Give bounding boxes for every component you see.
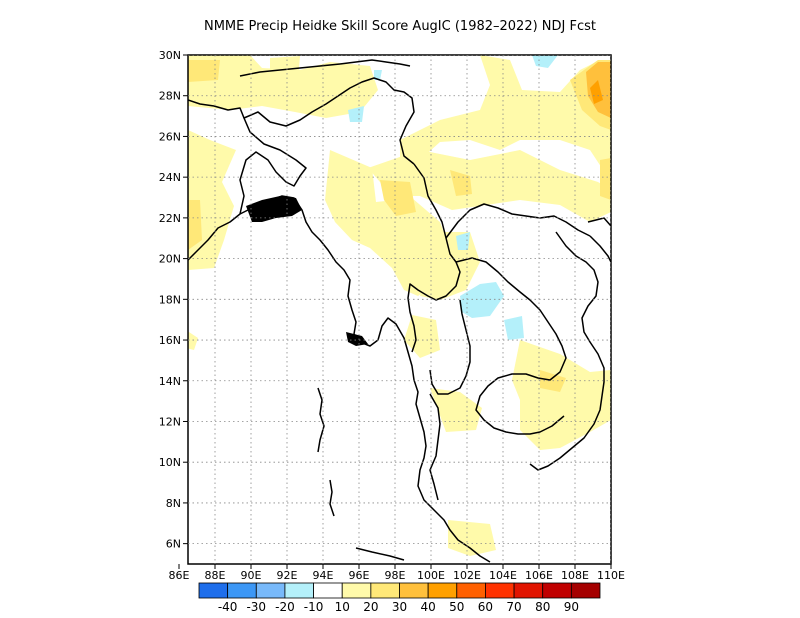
lat-tick-label: 10N <box>159 456 181 469</box>
legend-swatch <box>370 582 400 599</box>
gridlines <box>188 55 611 564</box>
lon-tick-label: 104E <box>489 569 517 582</box>
legend-swatch <box>485 582 515 599</box>
legend-swatch <box>570 582 601 599</box>
legend-swatch <box>427 582 458 599</box>
lat-tick-label: 18N <box>159 293 181 306</box>
lon-tick-label: 102E <box>453 569 481 582</box>
lon-tick-label: 86E <box>169 569 190 582</box>
skill-field <box>188 55 611 556</box>
legend-label: -20 <box>275 600 295 614</box>
lat-tick-label: 26N <box>159 130 181 143</box>
legend-label: 50 <box>449 600 464 614</box>
legend-swatch <box>341 582 372 599</box>
lat-tick-label: 28N <box>159 90 181 103</box>
legend-swatch <box>198 582 229 599</box>
legend-label: 40 <box>421 600 436 614</box>
lon-tick-label: 106E <box>525 569 553 582</box>
legend-label: 90 <box>564 600 579 614</box>
color-legend: -40 -30 -20 -10 10 20 30 40 50 60 70 80 90 <box>198 582 601 614</box>
legend-label: 30 <box>392 600 407 614</box>
legend-swatch <box>313 582 343 599</box>
legend-label: 60 <box>478 600 493 614</box>
lon-tick-label: 92E <box>277 569 298 582</box>
lat-tick-label: 20N <box>159 253 181 266</box>
legend-swatch <box>542 582 572 599</box>
legend-label: 10 <box>335 600 350 614</box>
lon-tick-label: 100E <box>417 569 445 582</box>
lon-tick-label: 88E <box>205 569 226 582</box>
lon-tick-label: 108E <box>561 569 589 582</box>
legend-swatch <box>399 582 429 599</box>
axis-ticks: 86E 88E 90E 92E 94E 96E 98E 100E 102E 104E 106E 108… <box>159 49 625 582</box>
legend-label: 80 <box>535 600 550 614</box>
lat-tick-label: 22N <box>159 212 181 225</box>
legend-label: 70 <box>506 600 521 614</box>
legend-swatch <box>227 582 257 599</box>
lat-tick-label: 16N <box>159 334 181 347</box>
lat-tick-label: 12N <box>159 415 181 428</box>
legend-label: 20 <box>363 600 378 614</box>
lat-tick-label: 6N <box>166 538 181 551</box>
legend-swatch <box>255 582 286 599</box>
lon-tick-label: 90E <box>241 569 262 582</box>
legend-swatch <box>456 582 486 599</box>
lon-tick-label: 96E <box>349 569 370 582</box>
lat-tick-label: 24N <box>159 171 181 184</box>
lon-tick-label: 98E <box>385 569 406 582</box>
delta-region <box>246 196 368 346</box>
lon-tick-label: 110E <box>597 569 625 582</box>
lat-tick-label: 30N <box>159 49 181 62</box>
lat-tick-label: 14N <box>159 375 181 388</box>
legend-label: -30 <box>246 600 266 614</box>
legend-swatch <box>513 582 544 599</box>
legend-label: -10 <box>304 600 324 614</box>
lon-tick-label: 94E <box>313 569 334 582</box>
legend-label: -40 <box>218 600 238 614</box>
legend-swatch <box>284 582 314 599</box>
lat-tick-label: 8N <box>166 497 181 510</box>
map-title: NMME Precip Heidke Skill Score AugIC (19… <box>203 19 596 34</box>
coastlines-borders <box>188 59 611 563</box>
